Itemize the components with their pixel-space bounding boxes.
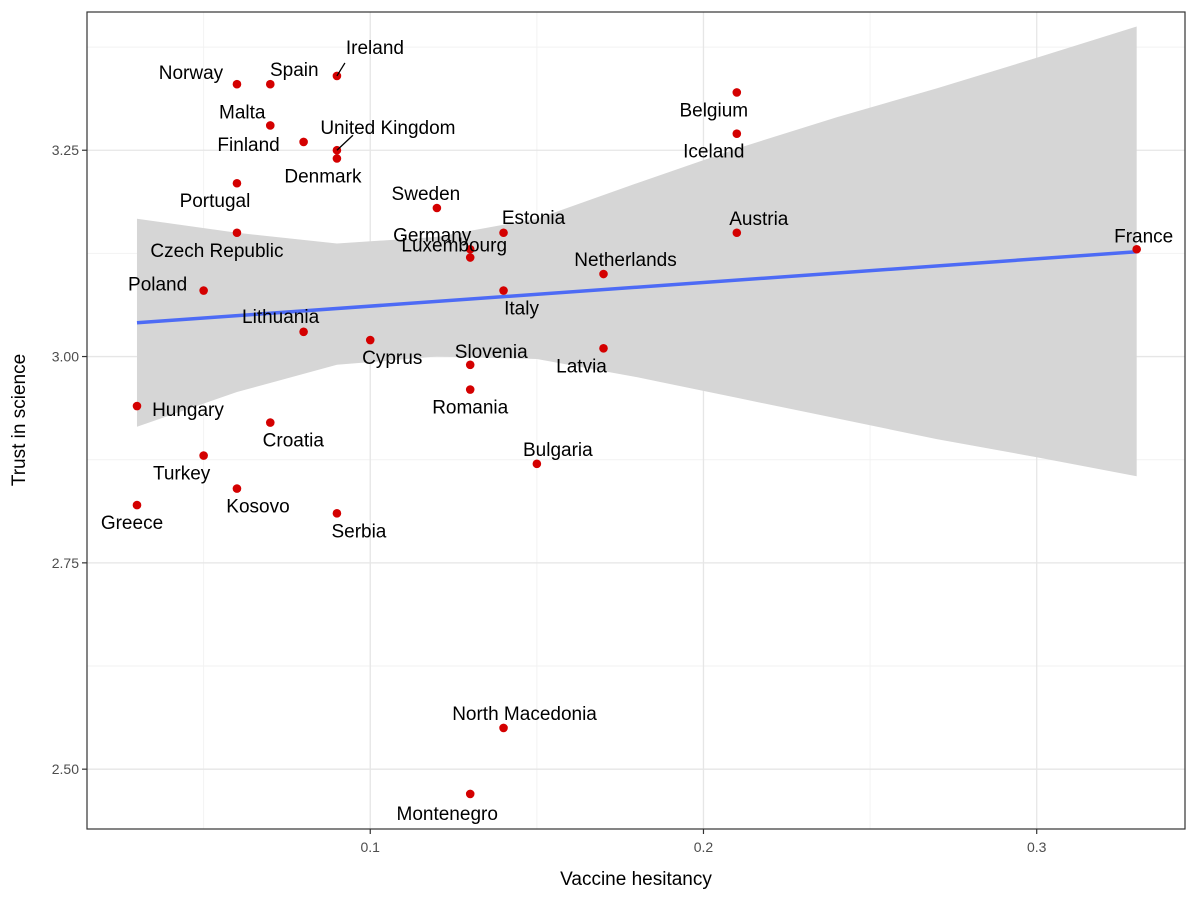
- panel-border: [86, 11, 1186, 830]
- y-axis-ticks: 2.50 2.75 3.00 3.25: [52, 142, 87, 777]
- point-denmark: [332, 154, 342, 163]
- point-slovenia: [465, 360, 475, 370]
- label-france: France: [1114, 226, 1173, 247]
- point-sweden: [432, 203, 442, 213]
- y-tick-label: 3.25: [52, 142, 79, 158]
- regression-line: [136, 249, 1137, 325]
- label-slovenia: Slovenia: [455, 342, 528, 363]
- label-belgium: Belgium: [679, 100, 748, 121]
- label-bulgaria: Bulgaria: [523, 440, 593, 461]
- point-norway: [232, 79, 242, 89]
- label-montenegro: Montenegro: [397, 804, 498, 825]
- label-estonia: Estonia: [502, 208, 566, 229]
- point-netherlands: [599, 269, 608, 279]
- label-sweden: Sweden: [392, 184, 461, 205]
- y-axis-title: Trust in science: [9, 354, 30, 486]
- label-united-kingdom: United Kingdom: [320, 118, 455, 139]
- point-serbia: [332, 509, 342, 518]
- leader-ireland: [336, 62, 346, 77]
- point-luxembourg: [465, 253, 475, 262]
- label-cyprus: Cyprus: [362, 348, 422, 369]
- leader-united-kingdom: [336, 134, 354, 151]
- label-serbia: Serbia: [331, 521, 386, 542]
- point-estonia: [499, 228, 508, 238]
- point-iceland: [732, 129, 742, 139]
- label-denmark: Denmark: [284, 166, 362, 187]
- point-cyprus: [365, 335, 375, 345]
- y-tick-label: 2.50: [52, 761, 79, 777]
- x-axis-ticks: 0.1 0.2 0.3: [361, 829, 1047, 855]
- label-finland: Finland: [217, 135, 279, 156]
- point-turkey: [199, 451, 208, 460]
- point-greece: [132, 500, 142, 510]
- label-hungary: Hungary: [152, 400, 224, 421]
- point-austria: [732, 228, 742, 238]
- point-hungary: [132, 401, 142, 411]
- y-tick-label: 3.00: [52, 349, 79, 365]
- y-tick-label: 2.75: [52, 555, 79, 571]
- point-labels: Norway Spain Ireland Malta Finland United Kin…: [101, 38, 1173, 825]
- label-czech-republic: Czech Republic: [150, 241, 283, 262]
- x-tick-label: 0.3: [1027, 839, 1047, 855]
- point-portugal: [232, 178, 242, 188]
- x-axis-title: Vaccine hesitancy: [560, 869, 712, 890]
- point-kosovo: [232, 484, 242, 493]
- point-finland: [299, 137, 308, 147]
- label-kosovo: Kosovo: [226, 497, 289, 518]
- point-croatia: [265, 418, 275, 427]
- label-leader-lines: [336, 62, 354, 151]
- point-spain: [265, 79, 275, 89]
- x-tick-label: 0.2: [694, 839, 714, 855]
- label-malta: Malta: [219, 102, 266, 123]
- label-netherlands: Netherlands: [574, 250, 676, 271]
- label-ireland: Ireland: [346, 38, 404, 59]
- label-italy: Italy: [504, 299, 539, 320]
- label-spain: Spain: [270, 60, 319, 81]
- label-croatia: Croatia: [263, 431, 325, 452]
- point-czech-republic: [232, 228, 242, 238]
- point-malta: [265, 121, 275, 130]
- confidence-band: [136, 26, 1137, 477]
- label-greece: Greece: [101, 513, 163, 534]
- label-norway: Norway: [159, 63, 224, 84]
- label-north-macedonia: North Macedonia: [452, 704, 597, 725]
- point-lithuania: [299, 327, 308, 337]
- point-france: [1132, 244, 1141, 254]
- label-iceland: Iceland: [683, 142, 744, 163]
- label-poland: Poland: [128, 275, 187, 296]
- point-poland: [199, 286, 208, 295]
- point-bulgaria: [532, 459, 542, 469]
- label-luxembourg: Luxembourg: [401, 236, 507, 257]
- point-romania: [465, 385, 475, 394]
- point-germany: [465, 244, 475, 254]
- label-germany: Germany: [393, 225, 472, 246]
- label-austria: Austria: [729, 209, 789, 230]
- label-turkey: Turkey: [153, 464, 211, 485]
- label-latvia: Latvia: [556, 356, 607, 377]
- data-points: [132, 71, 1141, 799]
- label-portugal: Portugal: [180, 191, 251, 212]
- point-montenegro: [465, 789, 475, 799]
- point-latvia: [599, 343, 608, 353]
- label-lithuania: Lithuania: [242, 307, 320, 328]
- point-north-macedonia: [499, 723, 508, 733]
- point-italy: [499, 286, 508, 295]
- label-romania: Romania: [432, 398, 508, 419]
- point-belgium: [732, 88, 742, 97]
- x-tick-label: 0.1: [361, 839, 381, 855]
